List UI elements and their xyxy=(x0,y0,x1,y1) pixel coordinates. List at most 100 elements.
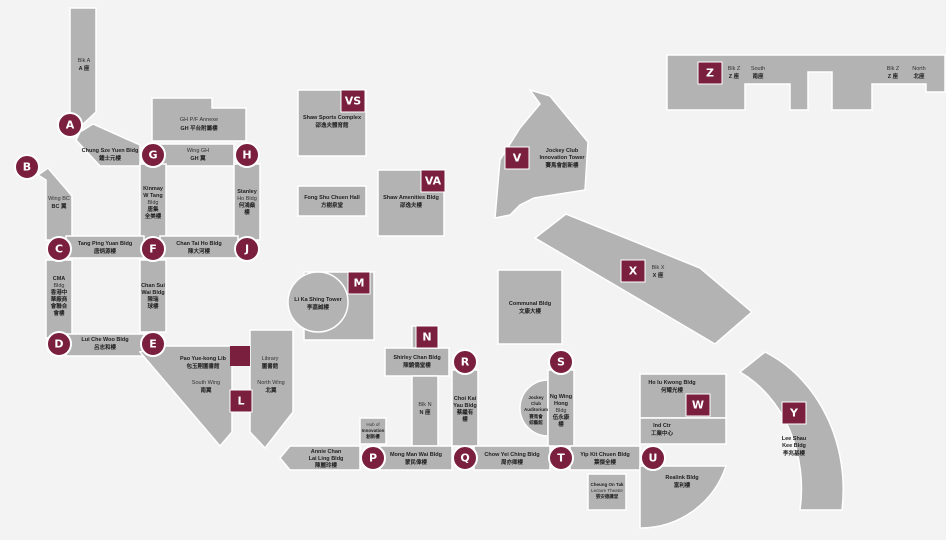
communal-label-zh: 文康大樓 xyxy=(519,307,542,315)
stanley-ho-building[interactable] xyxy=(233,163,261,241)
blk-z-s-label-3: South xyxy=(751,66,765,72)
node-g[interactable]: G xyxy=(140,142,166,168)
annie-chan-building[interactable] xyxy=(279,445,361,471)
cyc-label-en: Chow Yei Ching Bldg xyxy=(484,452,539,458)
communal-building[interactable] xyxy=(497,269,563,345)
tag-m[interactable]: M xyxy=(347,271,371,295)
library-label-zh: 圖書館 xyxy=(262,362,279,370)
tag-y[interactable]: Y xyxy=(781,401,807,425)
node-t[interactable]: T xyxy=(548,445,574,471)
building-labels: Blk A A 座 GH P/F Annexe GH 平台附屬樓 Chung S… xyxy=(48,58,926,500)
fong-shu-chuen-hall[interactable] xyxy=(297,185,367,217)
tag-w[interactable]: W xyxy=(685,393,711,417)
svg-text:H: H xyxy=(242,149,251,162)
tag-vs[interactable]: VS xyxy=(340,89,366,113)
stanley-ho-label-4: 樓 xyxy=(244,208,250,216)
realink-building[interactable] xyxy=(639,465,728,529)
cheung-on-tak-lecture-theatre[interactable] xyxy=(587,473,627,511)
realink-label-en: Realink Bldg xyxy=(665,475,698,481)
node-e[interactable]: E xyxy=(140,331,166,357)
tag-l[interactable]: L xyxy=(229,389,253,413)
cky-label-4: 樓 xyxy=(462,415,468,423)
stanley-ho-label-1: Stanley xyxy=(237,189,258,195)
node-f[interactable]: F xyxy=(140,236,166,262)
kinmay-label-1: Kinmay xyxy=(143,186,164,192)
csw-label-4: 球樓 xyxy=(147,302,159,310)
node-b[interactable]: B xyxy=(14,154,40,180)
gh-pf-label-zh: GH 平台附屬樓 xyxy=(180,124,218,132)
svg-text:E: E xyxy=(149,338,157,351)
csw-label-1: Chan Sui xyxy=(141,283,165,289)
jockey-club-auditorium[interactable] xyxy=(519,379,549,437)
jockey-club-innovation-tower[interactable] xyxy=(494,88,589,219)
chan-sui-wai-building[interactable] xyxy=(139,259,167,333)
cma-label-4: 華廠商 xyxy=(51,295,68,303)
wing-bc-label-zh: BC 翼 xyxy=(52,202,67,210)
yip-kit-chuen-building[interactable] xyxy=(569,445,641,471)
cma-label-5: 會聯合 xyxy=(51,302,68,310)
tag-n[interactable]: N xyxy=(415,325,439,349)
mong-man-wai-building[interactable] xyxy=(379,445,453,471)
building-tags: VS VA V M N L X W Y Z xyxy=(229,61,807,425)
hub-of-innovation[interactable] xyxy=(359,417,387,445)
node-j[interactable]: J xyxy=(234,236,260,262)
ho-iu-kwong-building[interactable] xyxy=(639,373,727,419)
pyk-label-zh: 包玉剛圖書館 xyxy=(186,362,220,370)
svg-text:W: W xyxy=(692,399,704,412)
nwh-label-1: Ng Wing xyxy=(550,394,572,400)
svg-text:T: T xyxy=(557,452,565,465)
nwh-label-5: 樓 xyxy=(558,420,564,428)
tag-x[interactable]: X xyxy=(620,259,646,283)
tag-va[interactable]: VA xyxy=(420,169,446,193)
svg-text:V: V xyxy=(513,152,522,165)
svg-text:S: S xyxy=(557,356,565,369)
gh-pf-annexe-building[interactable] xyxy=(151,97,247,142)
csy-label-zh: 鍾士元樓 xyxy=(99,154,122,162)
node-p[interactable]: P xyxy=(360,445,386,471)
node-c[interactable]: C xyxy=(46,236,72,262)
node-d[interactable]: D xyxy=(46,331,72,357)
cth-label-en: Chan Tai Ho Bldg xyxy=(176,241,221,247)
csw-label-3: 陳瑞 xyxy=(147,295,159,303)
cot-label-2: Lecture Theatre xyxy=(591,488,623,493)
node-q[interactable]: Q xyxy=(452,445,478,471)
tag-z[interactable]: Z xyxy=(697,61,723,85)
blk-z-n-label-3: North xyxy=(912,66,925,72)
svg-text:G: G xyxy=(148,149,157,162)
blk-x-label-zh: X 座 xyxy=(653,271,664,279)
blk-z-s-label-1: Blk Z xyxy=(728,66,741,72)
cma-building[interactable] xyxy=(45,259,73,339)
realink-label-zh: 富利樓 xyxy=(674,481,691,489)
blk-n-building[interactable] xyxy=(411,375,439,447)
tpy-label-zh: 唐炳源樓 xyxy=(93,247,117,255)
cma-label-6: 會樓 xyxy=(53,309,65,317)
jcit-label-3: 賽馬會創新樓 xyxy=(544,161,579,169)
node-a[interactable]: A xyxy=(57,112,83,138)
kinmay-w-tang-building[interactable] xyxy=(139,163,167,241)
industrial-centre[interactable] xyxy=(639,417,727,445)
csw-label-2: Wai Bldg xyxy=(141,290,164,296)
fsc-label-en: Fong Shu Chuen Hall xyxy=(304,195,360,201)
blk-a-label-en: Blk A xyxy=(78,58,91,64)
blk-z-building[interactable] xyxy=(666,54,946,111)
wing-gh-label-en: Wing GH xyxy=(187,148,209,154)
north-wing-label-en: North Wing xyxy=(257,380,285,386)
pao-yue-kong-library-north-wing[interactable] xyxy=(249,329,294,450)
mmw-label-en: Mong Man Wai Bldg xyxy=(390,452,442,458)
kinmay-label-5: 全美樓 xyxy=(144,212,162,220)
svg-text:R: R xyxy=(461,356,470,369)
svg-text:N: N xyxy=(422,331,431,344)
node-s[interactable]: S xyxy=(548,349,574,375)
svg-text:C: C xyxy=(55,243,63,256)
node-u[interactable]: U xyxy=(640,445,666,471)
shirley-chan-building[interactable] xyxy=(384,347,450,377)
hub-label-2: Innovation xyxy=(362,428,385,433)
annie-label-2: Lai Ling Bldg xyxy=(309,456,344,462)
chow-yei-ching-building[interactable] xyxy=(473,445,551,471)
node-h[interactable]: H xyxy=(234,142,260,168)
lee-shau-kee-building[interactable] xyxy=(738,351,844,511)
blk-a-building[interactable] xyxy=(69,7,97,128)
node-r[interactable]: R xyxy=(452,349,478,375)
choi-kai-yau-building[interactable] xyxy=(451,369,479,447)
tag-v[interactable]: V xyxy=(504,146,530,170)
